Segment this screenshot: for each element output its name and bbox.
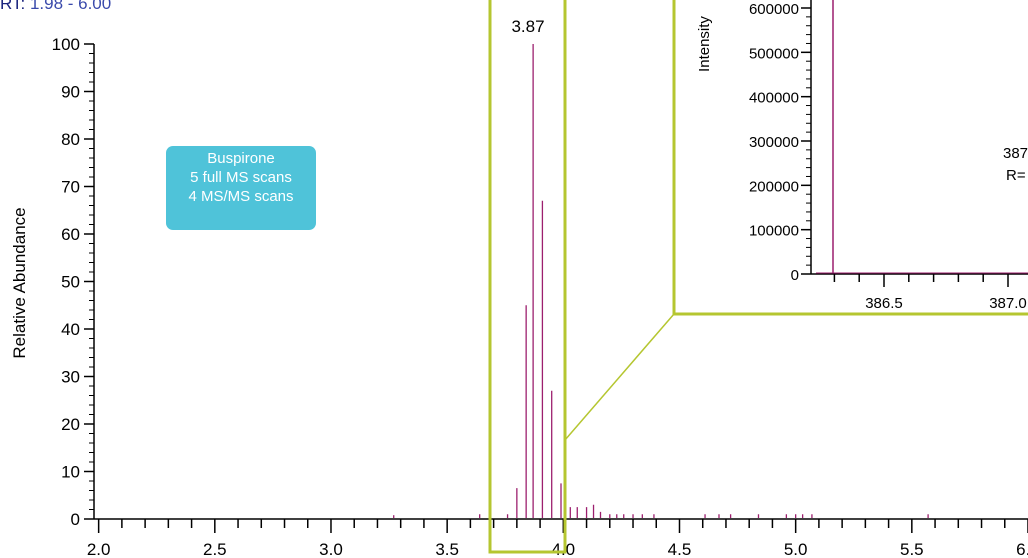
y-tick-label: 0 <box>71 510 80 529</box>
x-tick-label: 2.5 <box>203 540 227 558</box>
x-tick-label: 6.0 <box>1016 540 1028 558</box>
annotation-line-2: 5 full MS scans <box>190 169 292 186</box>
zoom-connector <box>564 313 675 441</box>
inset-y-tick-label: 100000 <box>749 223 799 240</box>
y-tick-label: 60 <box>61 225 80 244</box>
x-tick-label: 3.5 <box>435 540 459 558</box>
y-tick-label: 90 <box>61 83 80 102</box>
inset-frame <box>672 0 1028 316</box>
inset-y-tick-label: 400000 <box>749 90 799 107</box>
rt-range-label: RT: 1.98 - 6.00 <box>0 0 111 14</box>
x-tick-label: 4.0 <box>552 540 576 558</box>
y-tick-label: 50 <box>61 273 80 292</box>
x-tick-label: 4.5 <box>668 540 692 558</box>
inset-spectrum: 0 100000 200000 300000 400000 500000 600000 38… <box>672 0 1028 316</box>
inset-y-tick-label: 600000 <box>749 1 799 18</box>
main-peaks <box>393 44 929 518</box>
inset-x-tick-label: 386.5 <box>865 295 903 312</box>
inset-partial-label-1: 387 <box>1003 145 1028 162</box>
y-tick-label: 80 <box>61 130 80 149</box>
y-tick-label: 30 <box>61 368 80 387</box>
x-tick-label: 2.0 <box>87 540 111 558</box>
inset-y-tick-label: 300000 <box>749 134 799 151</box>
y-tick-label: 40 <box>61 320 80 339</box>
compound-annotation: Buspirone 5 full MS scans 4 MS/MS scans <box>166 146 316 230</box>
annotation-line-1: Buspirone <box>207 150 275 167</box>
y-tick-label: 100 <box>52 35 80 54</box>
inset-y-tick-label: 200000 <box>749 178 799 195</box>
y-tick-label: 20 <box>61 415 80 434</box>
y-tick-label: 10 <box>61 463 80 482</box>
inset-partial-label-2: R= <box>1006 167 1026 184</box>
x-tick-label: 3.0 <box>319 540 343 558</box>
x-tick-label: 5.0 <box>784 540 808 558</box>
annotation-line-3: 4 MS/MS scans <box>188 188 294 205</box>
inset-x-ticks: 386.5 387.0 <box>833 274 1027 312</box>
inset-y-tick-label: 0 <box>791 267 799 284</box>
inset-y-tick-label: 500000 <box>749 45 799 62</box>
main-x-ticks: 2.0 2.5 3.0 3.5 4.0 4.5 5.0 5.5 6.0 <box>87 519 1028 558</box>
inset-x-tick-label: 387.0 <box>989 295 1027 312</box>
inset-y-major-ticks: 0 100000 200000 300000 400000 500000 600000 <box>749 1 811 284</box>
inset-y-axis-title: Intensity <box>696 16 713 72</box>
main-y-major-ticks: 0 10 20 30 40 50 60 70 80 90 100 <box>52 35 94 529</box>
y-axis-title: Relative Abundance <box>10 207 29 358</box>
rt-range-value: 1.98 - 6.00 <box>29 0 112 13</box>
rt-prefix: RT: <box>0 0 26 13</box>
y-tick-label: 70 <box>61 178 80 197</box>
x-tick-label: 5.5 <box>900 540 924 558</box>
peak-label: 3.87 <box>511 17 544 36</box>
highlight-window <box>488 0 567 554</box>
